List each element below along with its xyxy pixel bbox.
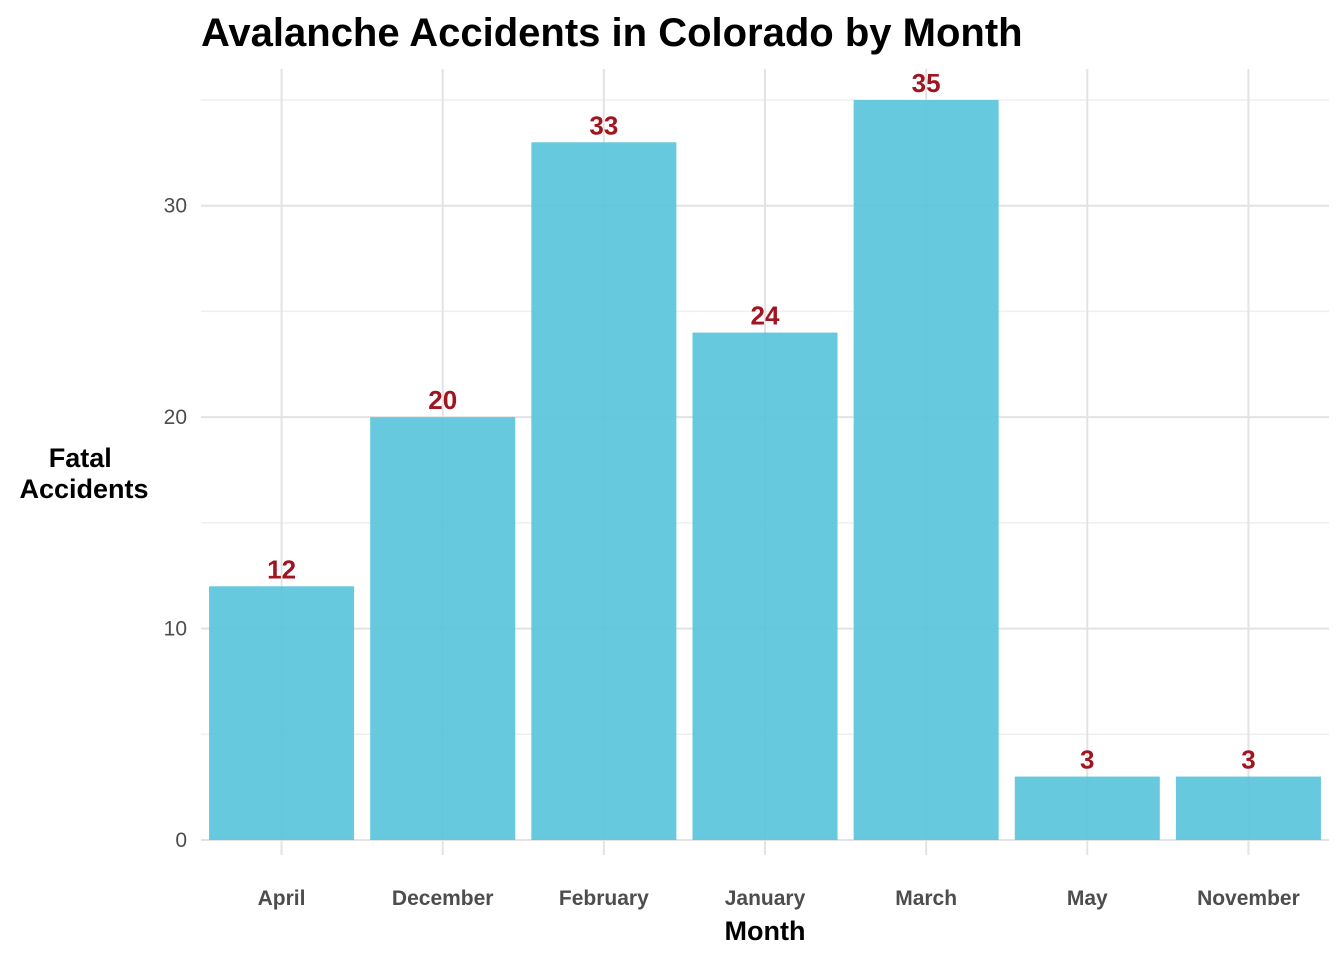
y-tick-label: 20 [164,406,187,429]
bar [370,417,516,840]
y-tick-label: 30 [164,195,187,218]
data-label: 3 [1080,745,1094,775]
data-label: 20 [428,385,457,415]
data-label: 12 [267,554,296,584]
x-tick-label: April [258,887,306,910]
bar [853,100,999,840]
data-label: 35 [912,68,941,98]
y-axis-title: Fatal Accidents [19,443,148,504]
data-label: 33 [589,110,618,140]
chart-title: Avalanche Accidents in Colorado by Month [201,11,1023,55]
x-axis-ticks: April December February January March May Nove… [258,887,1300,910]
bar [531,142,677,841]
bar [1014,776,1160,840]
bar [1175,776,1321,840]
bars [209,100,1321,841]
x-tick-label: March [895,887,957,910]
y-tick-label: 0 [175,829,187,852]
y-axis-ticks: 0 10 20 30 [164,195,187,852]
x-tick-label: November [1197,887,1300,910]
y-axis-title-line-2: Accidents [19,474,148,504]
bar [692,332,838,840]
x-tick-label: February [559,887,649,910]
data-label: 24 [751,301,780,331]
x-tick-label: May [1067,887,1108,910]
y-tick-label: 10 [164,618,187,641]
x-tick-label: December [392,887,494,910]
data-label: 3 [1241,745,1255,775]
bar [209,586,355,840]
x-axis-title: Month [725,916,806,946]
y-axis-title-line-1: Fatal [49,443,112,473]
x-tick-label: January [725,887,806,910]
